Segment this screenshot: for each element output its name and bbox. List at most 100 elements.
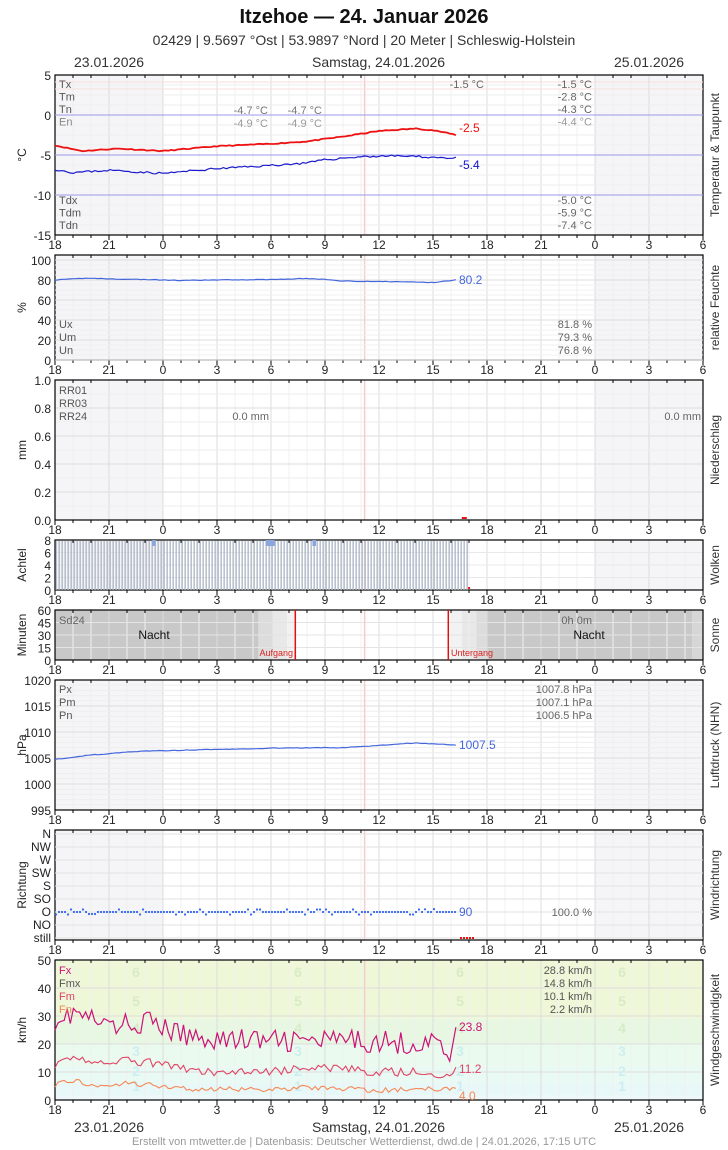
y-tick-label: 0: [44, 354, 51, 368]
y-tick-label: 15: [38, 642, 52, 656]
x-tick-label: 3: [646, 663, 653, 677]
cloud-bar: [298, 541, 300, 590]
winddir-point: [405, 910, 409, 914]
x-tick-label: 0: [592, 1103, 599, 1117]
y-tick-label: 80: [38, 274, 52, 288]
x-tick-label: 6: [268, 943, 275, 957]
x-tick-label: 15: [426, 523, 440, 537]
y-tick-label: 2: [44, 572, 51, 586]
winddir-point: [159, 910, 163, 914]
x-tick-label: 3: [214, 238, 221, 252]
cloud-bar: [169, 541, 171, 590]
winddir-point: [177, 910, 181, 914]
cloud-bar: [106, 541, 108, 590]
winddir-point: [213, 910, 217, 914]
beaufort-number: 3: [618, 1043, 626, 1059]
beaufort-number: 4: [132, 1020, 140, 1036]
cloud-bar: [187, 541, 189, 590]
x-tick-label: 9: [322, 593, 329, 607]
humidity-summary: 79.3 %: [558, 332, 592, 344]
x-tick-label: 6: [700, 363, 707, 377]
x-tick-label: 21: [534, 523, 548, 537]
winddir-point: [222, 910, 226, 914]
cloud-bar: [433, 541, 435, 590]
winddir-point: [201, 910, 205, 914]
x-tick-label: 18: [48, 1103, 62, 1117]
temperature-line: [54, 127, 457, 153]
cloud-bar: [289, 541, 291, 590]
x-tick-label: 6: [268, 663, 275, 677]
x-tick-label: 21: [102, 593, 116, 607]
cloud-bar: [88, 541, 90, 590]
cloud-bar: [400, 541, 402, 590]
winddir-point: [366, 910, 370, 914]
x-tick-label: 12: [372, 813, 386, 827]
x-tick-label: 18: [48, 663, 62, 677]
temp-summary: -1.5 °C: [558, 79, 592, 91]
y-tick-label: 60: [38, 604, 52, 618]
x-tick-label: 0: [592, 663, 599, 677]
cloud-bar: [76, 541, 78, 590]
cloud-bar: [238, 541, 240, 590]
x-tick-label: 18: [480, 1103, 494, 1117]
cloud-bar: [304, 541, 306, 590]
legend-pm: Pm: [59, 697, 76, 709]
beaufort-number: 2: [456, 1063, 464, 1079]
winddir-point: [399, 910, 403, 914]
x-tick-label: 12: [372, 238, 386, 252]
cloud-bar: [136, 541, 138, 590]
x-tick-label: 6: [268, 363, 275, 377]
winddir-point: [129, 910, 133, 914]
y-tick-label: -15: [34, 229, 52, 243]
x-tick-label: 9: [322, 943, 329, 957]
winddir-point: [219, 910, 223, 914]
y-tick-label: NO: [33, 918, 51, 932]
station-info: 02429 | 9.5697 °Ost | 53.9897 °Nord | 20…: [152, 32, 576, 48]
cloud-bar: [358, 541, 360, 590]
humidity-summary: 76.8 %: [558, 345, 592, 357]
y-tick-label: 1005: [24, 752, 51, 766]
y-tick-label: 1000: [24, 778, 51, 792]
cloud-bar: [331, 541, 333, 590]
beaufort-number: 2: [294, 1063, 302, 1079]
winddir-point: [210, 910, 214, 914]
x-tick-label: 12: [372, 1103, 386, 1117]
winddir-point: [453, 910, 457, 914]
cloud-bar: [202, 541, 204, 590]
winddir-point: [375, 910, 379, 914]
winddir-point: [66, 913, 70, 916]
y-tick-label: 30: [38, 629, 52, 643]
calm-marker: [466, 937, 468, 939]
cloud-bar: [220, 541, 222, 590]
x-tick-label: 21: [102, 813, 116, 827]
y-tick-label: O: [42, 905, 51, 919]
beaufort-number: 1: [294, 1078, 302, 1094]
winddir-point: [186, 910, 190, 914]
x-tick-label: 21: [102, 663, 116, 677]
winddir-point: [414, 910, 418, 914]
cloud-bar: [460, 541, 462, 590]
x-tick-label: 18: [480, 593, 494, 607]
page-title: Itzehoe — 24. Januar 2026: [239, 6, 489, 28]
winddir-point: [255, 908, 259, 911]
cloud-bar: [373, 541, 375, 590]
winddir-point: [282, 910, 286, 914]
cloud-bar: [388, 541, 390, 590]
x-tick-label: 0: [160, 663, 167, 677]
y-tick-label: 30: [38, 1010, 52, 1024]
last-fm: 11.2: [459, 1062, 482, 1076]
cloud-bar: [232, 541, 234, 590]
y-tick-label: 8: [44, 534, 51, 548]
cloud-bar: [211, 541, 213, 590]
y-tick-label: 50: [38, 954, 52, 968]
y-tick-label: -5: [40, 149, 51, 163]
x-tick-label: 21: [102, 1103, 116, 1117]
calm-marker: [472, 937, 474, 939]
x-tick-label: 18: [48, 523, 62, 537]
winddir-point: [150, 910, 154, 914]
cloud-bar: [142, 541, 144, 590]
x-tick-label: 0: [160, 813, 167, 827]
beaufort-number: 6: [132, 964, 140, 980]
wind-fx-line: [54, 1007, 457, 1064]
